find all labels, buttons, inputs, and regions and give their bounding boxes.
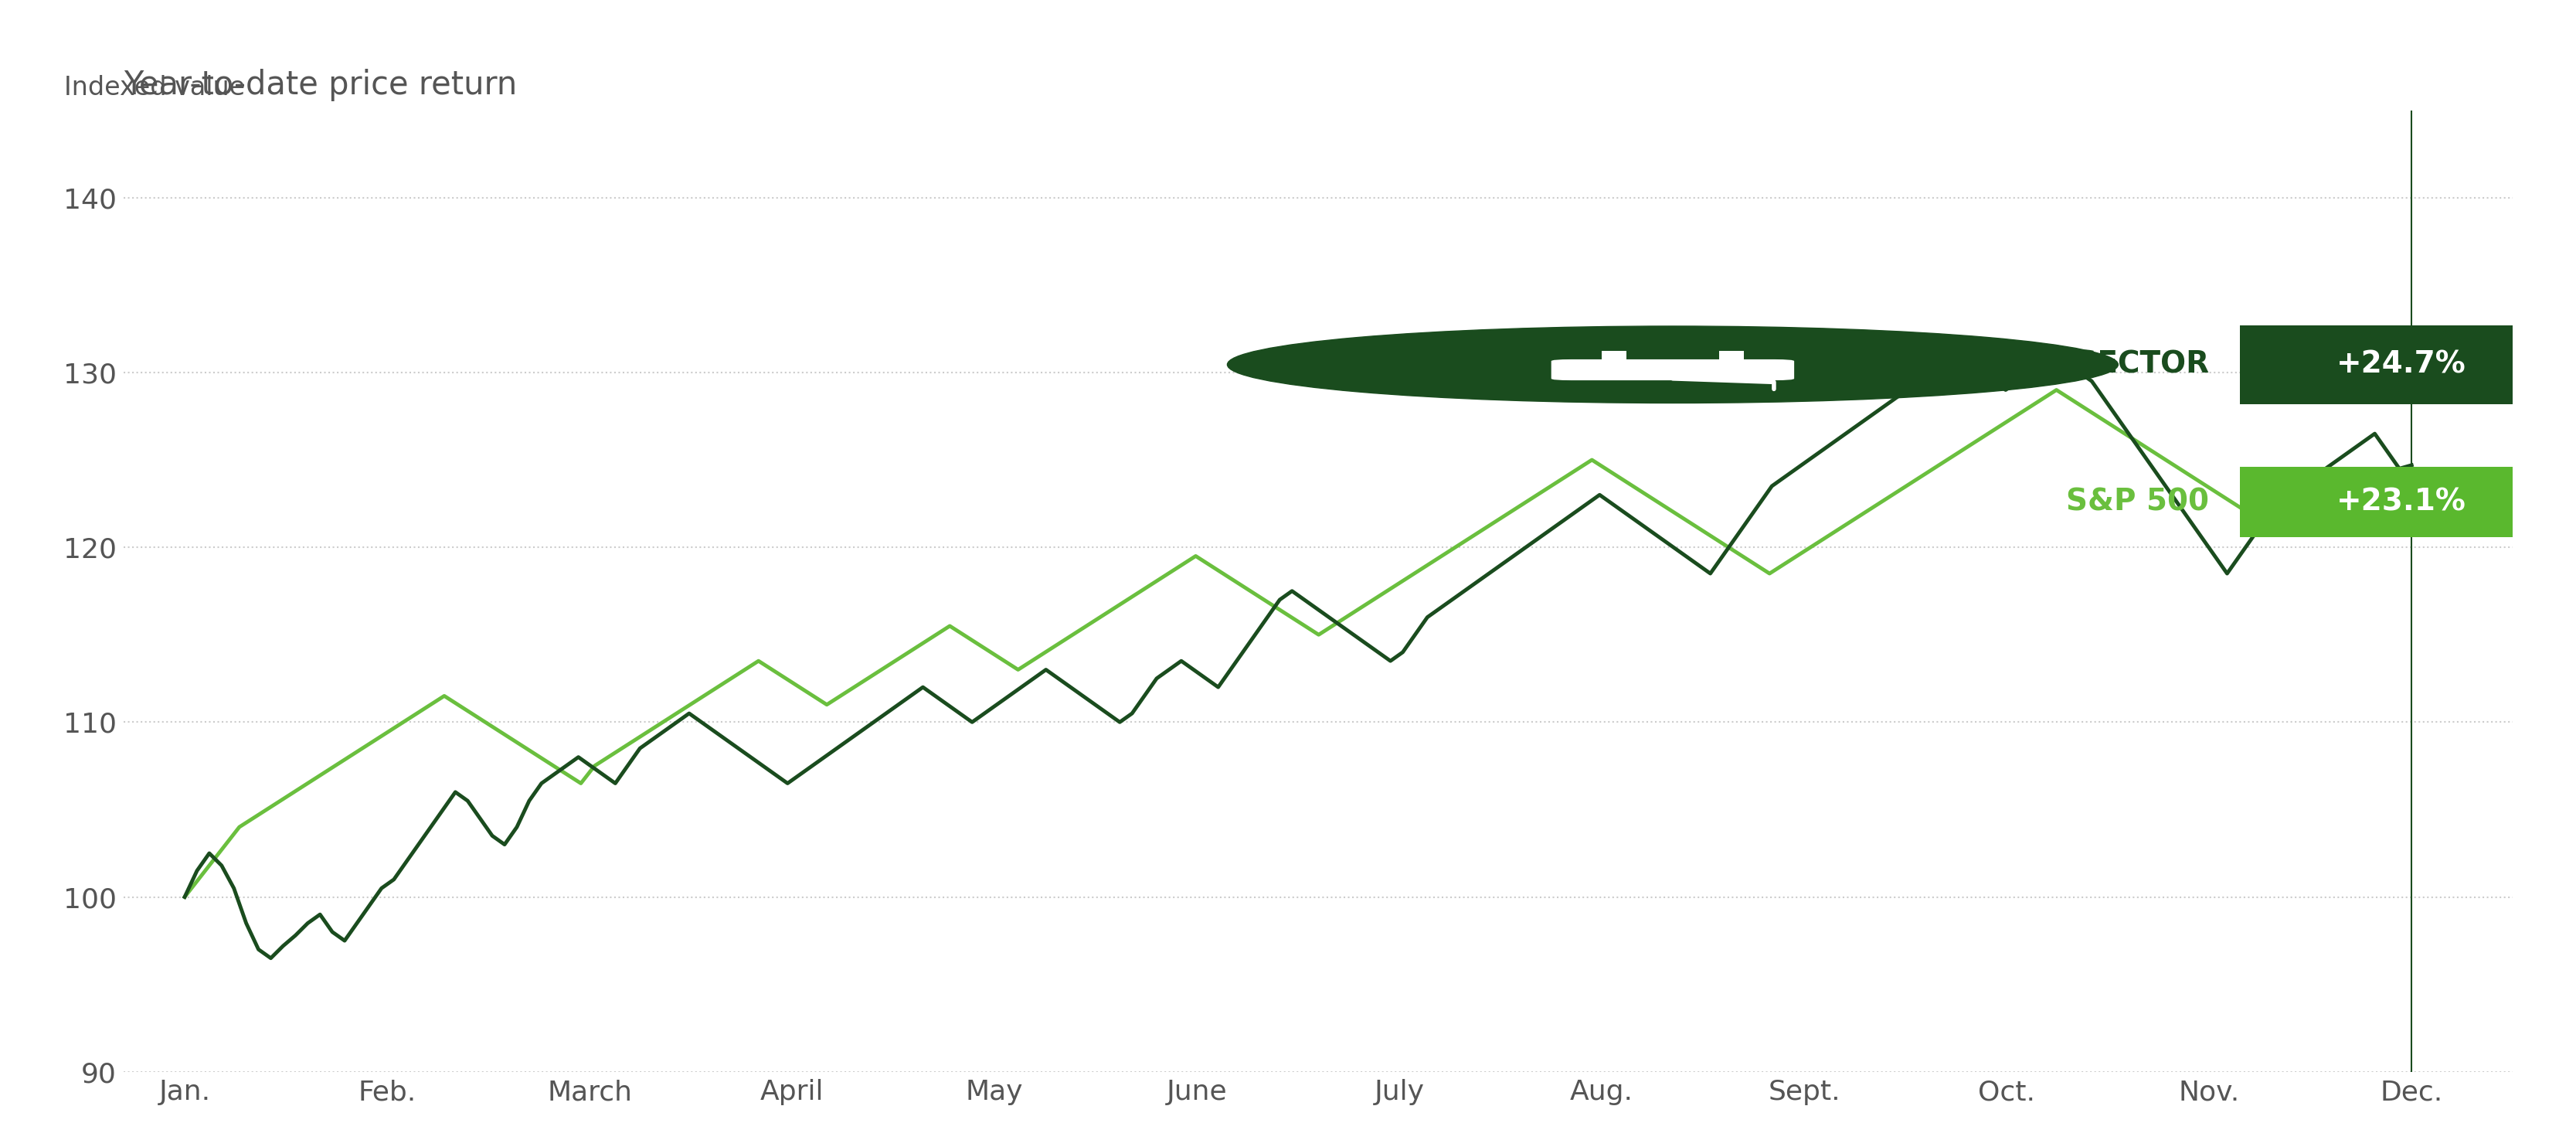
Text: Indexed value: Indexed value (64, 75, 245, 100)
Text: S&P 500: S&P 500 (2066, 487, 2210, 516)
FancyBboxPatch shape (1602, 351, 1625, 361)
Text: UTILITIES SECTOR: UTILITIES SECTOR (1904, 350, 2210, 380)
FancyBboxPatch shape (1551, 359, 1793, 381)
FancyBboxPatch shape (1718, 351, 1744, 361)
FancyBboxPatch shape (2239, 467, 2563, 537)
Text: Year-to-date price return: Year-to-date price return (124, 68, 518, 101)
Text: +23.1%: +23.1% (2336, 487, 2465, 516)
Text: +24.7%: +24.7% (2336, 350, 2465, 380)
FancyBboxPatch shape (2239, 325, 2563, 404)
Circle shape (1226, 326, 2117, 404)
